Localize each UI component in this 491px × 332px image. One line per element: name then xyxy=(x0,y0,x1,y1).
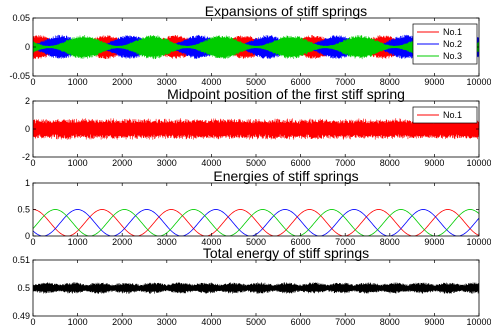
subplot-title: Expansions of stiff springs xyxy=(205,3,367,19)
y-tick-label: 0 xyxy=(25,124,30,134)
x-tick-label: 7000 xyxy=(335,158,355,168)
subplot-title: Midpoint position of the first stiff spr… xyxy=(167,86,405,102)
series-line-2-1 xyxy=(33,118,479,140)
legend-box xyxy=(412,106,478,124)
plot-area-1 xyxy=(33,34,479,60)
x-tick-label: 6000 xyxy=(291,77,311,87)
x-tick-label: 2000 xyxy=(112,77,132,87)
subplot-2: 0 1000 2000 3000 4000 5000 6000 7000 8000 9000 100… xyxy=(22,86,491,168)
y-tick-label: 0 xyxy=(25,231,30,241)
legend-entry: No.2 xyxy=(443,39,462,49)
x-tick-label: 4000 xyxy=(201,77,221,87)
x-tick-label: 6000 xyxy=(291,237,311,247)
x-tick-label: 1000 xyxy=(68,77,88,87)
x-tick-label: 0 xyxy=(30,77,35,87)
x-tick-label: 3000 xyxy=(157,237,177,247)
x-tick-label: 1000 xyxy=(68,158,88,168)
y-tick-label: 0.49 xyxy=(12,311,30,321)
x-tick-label: 9000 xyxy=(424,317,444,327)
series-line-3-3 xyxy=(33,209,479,236)
x-tick-label: 0 xyxy=(30,237,35,247)
y-tick-label: 0.05 xyxy=(12,13,30,23)
series-line-3-2 xyxy=(33,209,479,236)
x-tick-label: 8000 xyxy=(380,317,400,327)
x-tick-label: 8000 xyxy=(380,77,400,87)
x-tick-label: 9000 xyxy=(424,158,444,168)
x-tick-label: 2000 xyxy=(112,158,132,168)
y-tick-label: 0.5 xyxy=(17,205,30,215)
x-tick-label: 7000 xyxy=(335,237,355,247)
x-tick-label: 4000 xyxy=(201,158,221,168)
x-tick-label: 5000 xyxy=(246,317,266,327)
legend: No.1 No.2 No.3 xyxy=(412,23,478,65)
x-tick-label: 4000 xyxy=(201,317,221,327)
legend-entry: No.1 xyxy=(443,27,462,37)
y-tick-label: 0 xyxy=(25,42,30,52)
x-tick-label: 6000 xyxy=(291,317,311,327)
x-tick-label: 5000 xyxy=(246,158,266,168)
legend: No.1 xyxy=(412,106,478,124)
y-tick-label: 0.51 xyxy=(12,255,30,265)
y-tick-label: -2 xyxy=(22,152,30,162)
x-tick-label: 3000 xyxy=(157,77,177,87)
x-tick-label: 10000 xyxy=(466,77,491,87)
plot-area-4 xyxy=(33,282,479,294)
x-tick-label: 4000 xyxy=(201,237,221,247)
x-tick-label: 6000 xyxy=(291,158,311,168)
y-tick-label: 2 xyxy=(25,96,30,106)
x-tick-label: 10000 xyxy=(466,237,491,247)
y-tick-label: 0.5 xyxy=(17,283,30,293)
x-tick-label: 3000 xyxy=(157,158,177,168)
x-tick-label: 0 xyxy=(30,317,35,327)
subplot-title: Total energy of stiff springs xyxy=(203,245,369,261)
x-tick-label: 3000 xyxy=(157,317,177,327)
plot-area-2 xyxy=(33,118,479,140)
x-tick-label: 9000 xyxy=(424,237,444,247)
y-tick-label: 1 xyxy=(25,178,30,188)
legend-entry: No.1 xyxy=(443,110,462,120)
x-tick-label: 10000 xyxy=(466,317,491,327)
x-tick-label: 8000 xyxy=(380,237,400,247)
x-tick-label: 2000 xyxy=(112,237,132,247)
x-tick-label: 5000 xyxy=(246,237,266,247)
x-tick-label: 1000 xyxy=(68,237,88,247)
series-line-4-1 xyxy=(33,282,479,294)
subplot-4: 0 1000 2000 3000 4000 5000 6000 7000 8000 9000 100… xyxy=(12,245,491,327)
x-tick-label: 7000 xyxy=(335,317,355,327)
subplot-title: Energies of stiff springs xyxy=(213,168,358,184)
x-tick-label: 7000 xyxy=(335,77,355,87)
x-tick-label: 2000 xyxy=(112,317,132,327)
x-tick-label: 5000 xyxy=(246,77,266,87)
subplot-1: 0 1000 2000 3000 4000 5000 6000 7000 8000 9000 100… xyxy=(9,3,491,87)
x-tick-label: 1000 xyxy=(68,317,88,327)
x-tick-label: 10000 xyxy=(466,158,491,168)
x-tick-label: 8000 xyxy=(380,158,400,168)
x-tick-label: 0 xyxy=(30,158,35,168)
y-tick-label: -0.05 xyxy=(9,71,30,81)
series-line-1-2 xyxy=(33,34,479,60)
series-line-3-1 xyxy=(33,209,479,236)
series-line-1-3 xyxy=(33,34,479,60)
x-tick-label: 9000 xyxy=(424,77,444,87)
legend-entry: No.3 xyxy=(443,51,462,61)
subplot-3: 0 1000 2000 3000 4000 5000 6000 7000 8000 9000 100… xyxy=(17,168,491,247)
plot-area-3 xyxy=(33,209,479,236)
